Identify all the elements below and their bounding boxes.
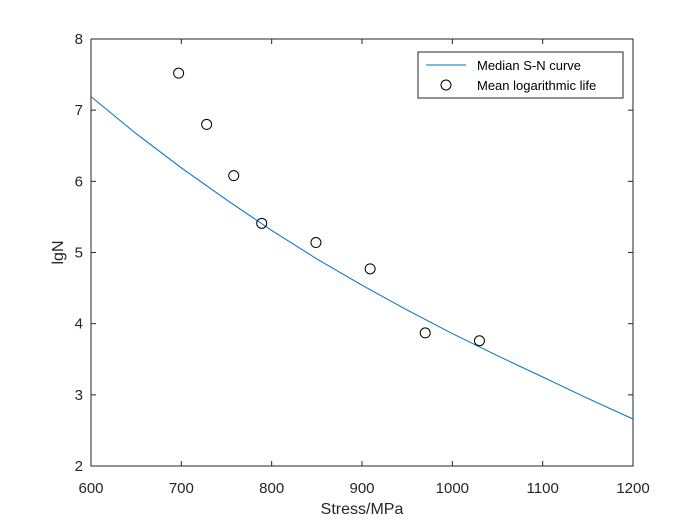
legend-marker-sample: [440, 79, 452, 91]
data-point-mean-log-life: [473, 335, 485, 347]
y-tick-label: 3: [75, 387, 83, 404]
data-point-mean-log-life: [173, 67, 185, 79]
y-tick-label: 8: [75, 31, 83, 48]
x-tick-label: 800: [259, 480, 284, 497]
tick-marks: [90, 38, 634, 467]
y-tick-label: 5: [75, 245, 83, 262]
y-tick-label: 4: [75, 316, 83, 333]
x-axis-label: Stress/MPa: [321, 501, 404, 518]
series-median-sn-curve: [90, 96, 634, 420]
plot-area: [90, 38, 634, 467]
legend-box: [417, 51, 624, 99]
data-point-mean-log-life: [310, 237, 322, 249]
x-tick-label: 600: [78, 480, 103, 497]
data-point-mean-log-life: [256, 217, 268, 229]
legend-entry-median-sn-curve: Median S-N curve: [477, 58, 581, 73]
tick-labels: 600 700 800 900 1000 1100 1200 2 3 4 5 6 7 8: [75, 31, 650, 497]
x-tick-label: 700: [169, 480, 194, 497]
legend-entry-mean-log-life: Mean logarithmic life: [477, 78, 596, 93]
y-tick-label: 7: [75, 102, 83, 119]
x-tick-label: 900: [349, 480, 374, 497]
series-layer: [90, 67, 634, 420]
data-point-mean-log-life: [419, 327, 431, 339]
legend: Median S-N curve Mean logarithmic life: [417, 51, 624, 99]
data-point-mean-log-life: [364, 263, 376, 275]
y-tick-label: 2: [75, 458, 83, 475]
y-tick-label: 6: [75, 173, 83, 190]
x-tick-label: 1100: [527, 480, 559, 497]
data-point-mean-log-life: [228, 170, 240, 182]
x-tick-label: 1000: [436, 480, 469, 497]
y-axis-label: lgN: [50, 240, 67, 264]
x-tick-label: 1200: [616, 480, 649, 497]
data-point-mean-log-life: [201, 118, 213, 130]
